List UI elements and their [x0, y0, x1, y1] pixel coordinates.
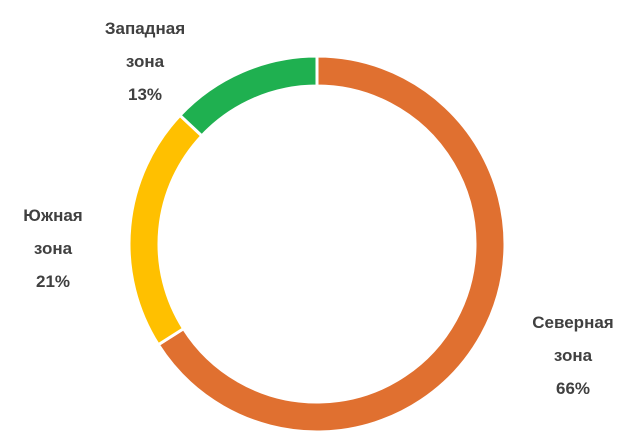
- donut-segment: [177, 54, 319, 138]
- percent-label: 21%: [35, 272, 71, 291]
- data-label: Северная зона 66%: [523, 306, 623, 405]
- category-name: Западная зона: [104, 19, 186, 71]
- percent-label: 13%: [127, 85, 163, 104]
- donut-segment: [156, 54, 507, 432]
- percent-label: 66%: [555, 379, 591, 398]
- category-name: Северная зона: [532, 313, 614, 365]
- donut-segment: [127, 113, 204, 347]
- data-label: Западная зона 13%: [95, 12, 195, 111]
- data-label: Южная зона 21%: [3, 199, 103, 298]
- category-name: Южная зона: [23, 206, 83, 258]
